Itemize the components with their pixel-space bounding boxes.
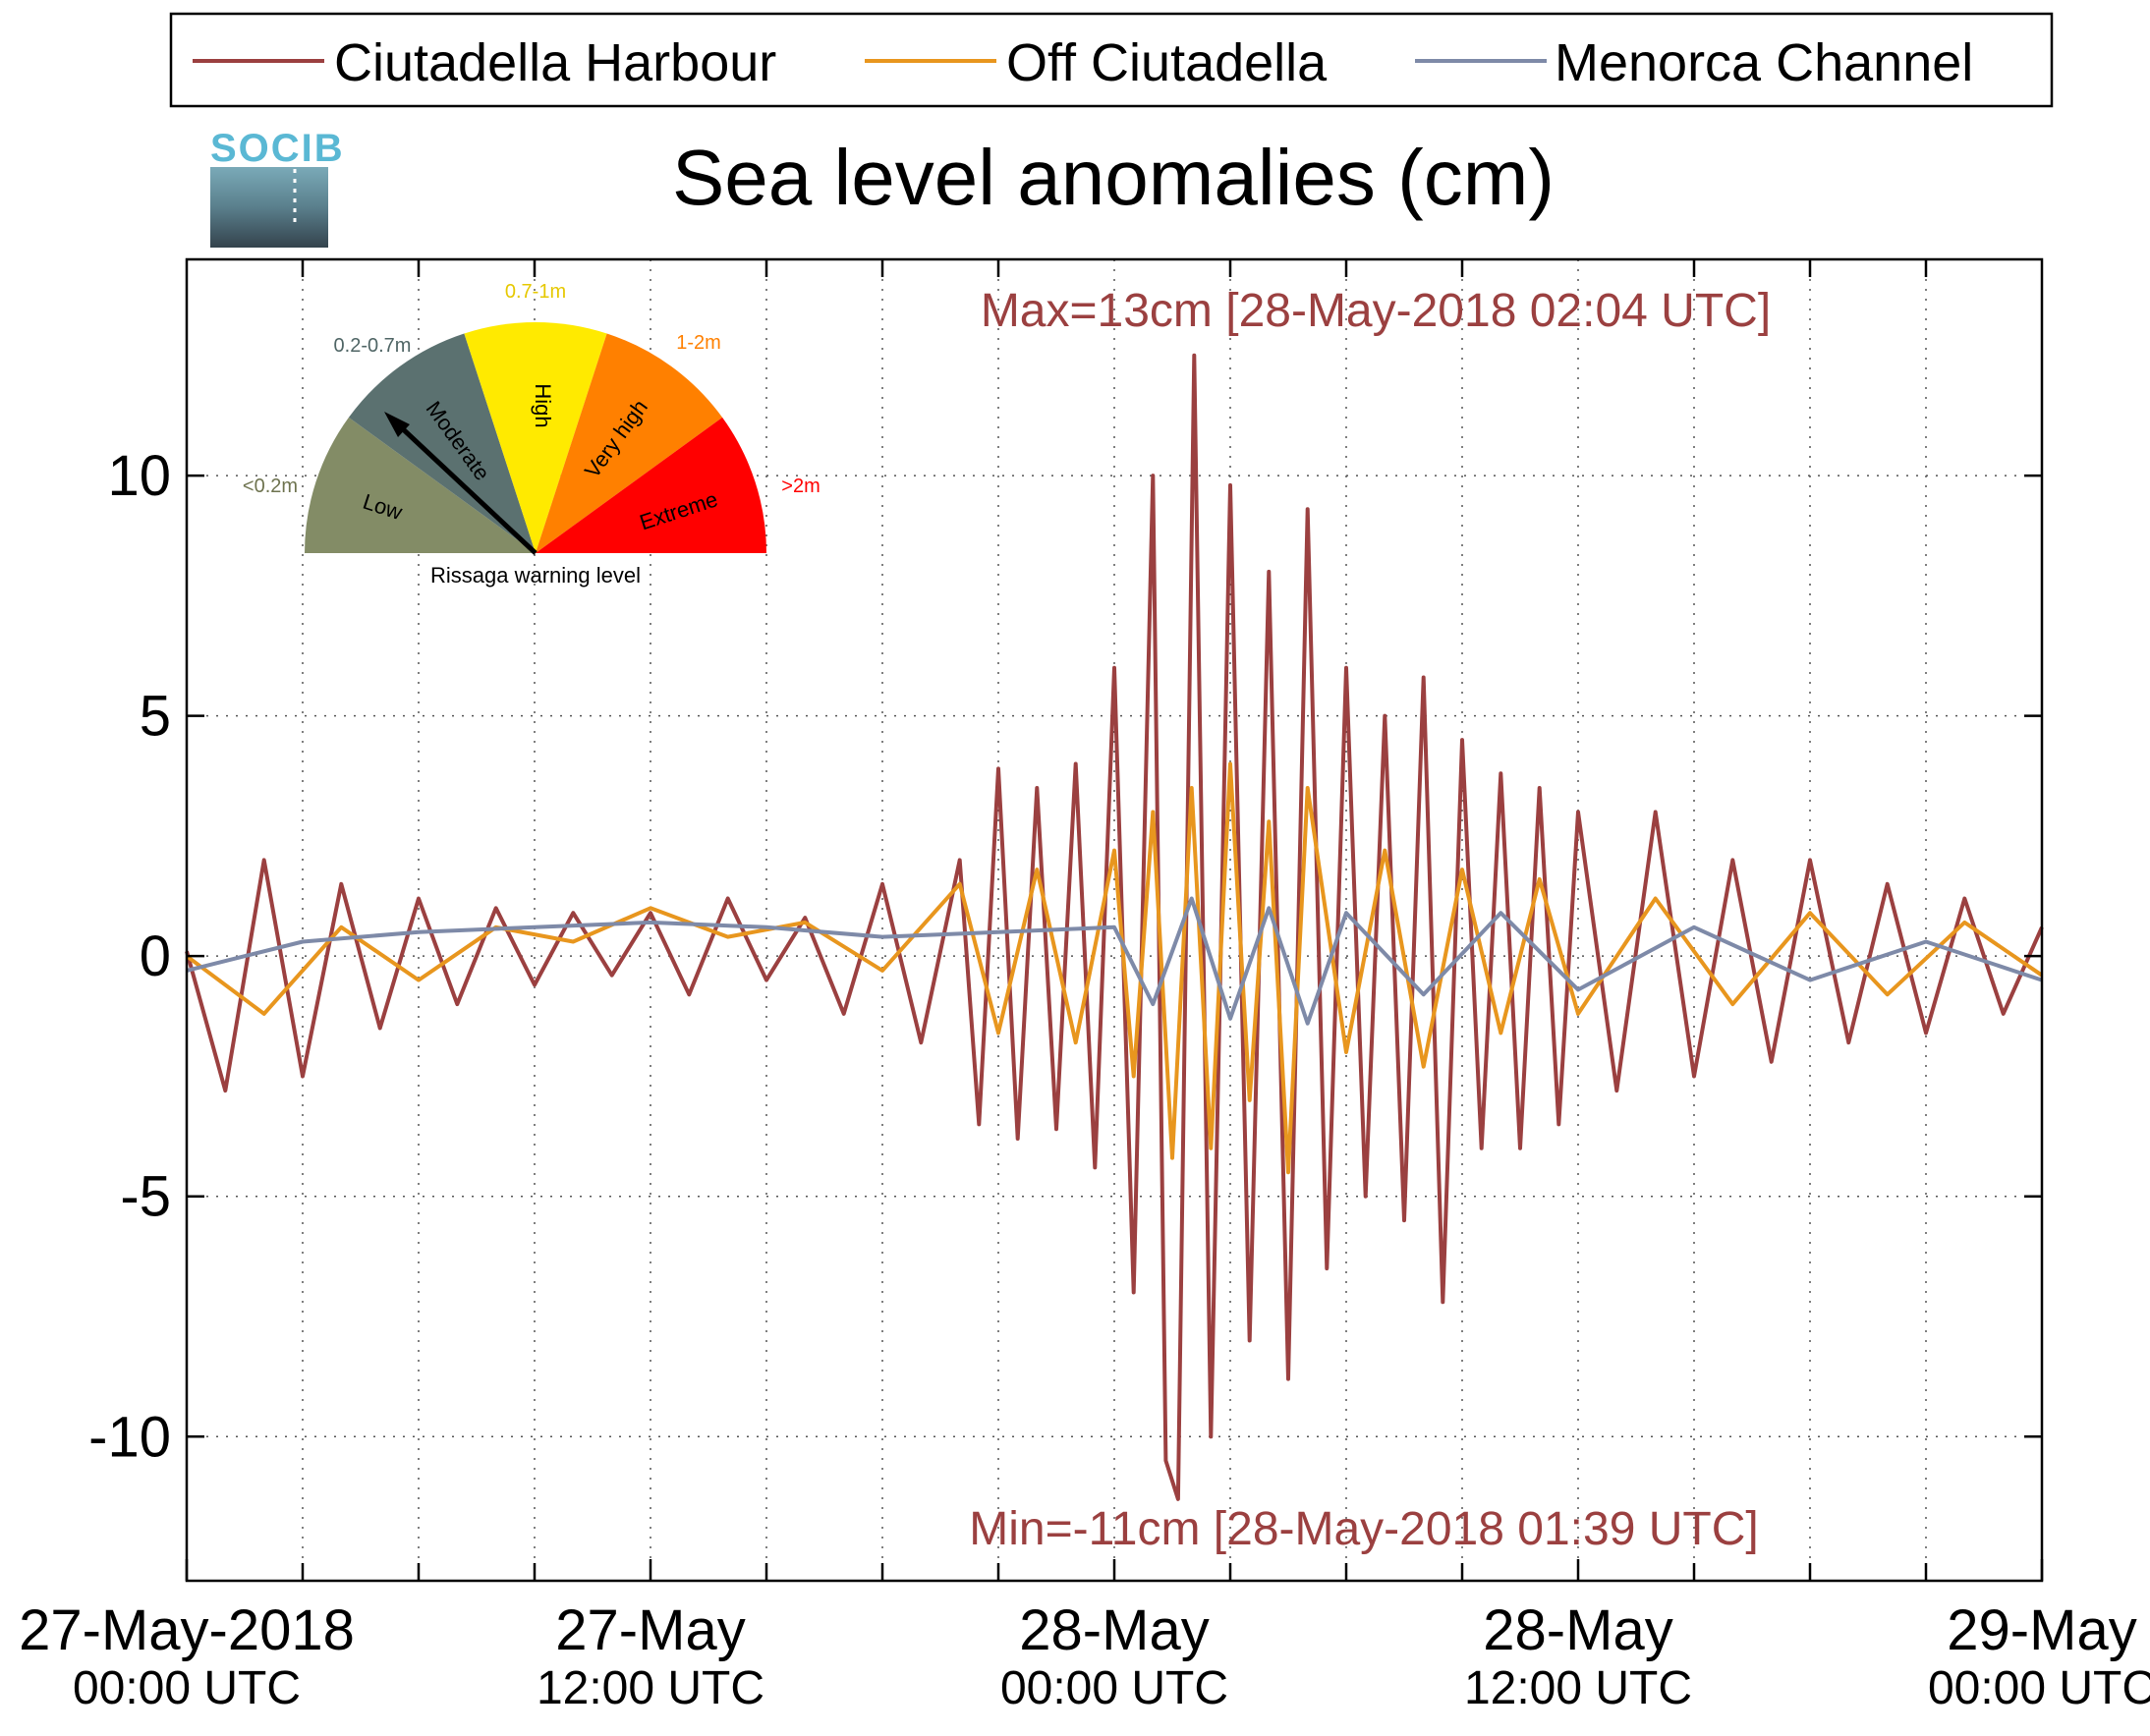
x-tick-label-date: 29-May bbox=[1947, 1598, 2136, 1662]
axis-ticks bbox=[185, 259, 2044, 1581]
legend: Ciutadella Harbour Off Ciutadella Menorc… bbox=[169, 12, 2054, 108]
gauge-label-high: High bbox=[531, 383, 555, 427]
y-tick-label: -5 bbox=[120, 1165, 171, 1229]
x-tick-label-time: 00:00 UTC bbox=[1000, 1662, 1228, 1714]
y-tick-label: -10 bbox=[88, 1405, 171, 1469]
y-tick-labels: -10 -5 0 5 10 bbox=[88, 444, 171, 1469]
x-tick-label-date: 28-May bbox=[1019, 1598, 1209, 1662]
socib-logo: SOCIB bbox=[210, 127, 345, 248]
x-tick-label-time: 00:00 UTC bbox=[73, 1662, 301, 1714]
legend-box bbox=[169, 12, 2054, 108]
gauge-sector-very-high bbox=[536, 333, 723, 553]
gauge-sector-low bbox=[305, 417, 536, 553]
x-tick-label-date: 27-May-2018 bbox=[19, 1598, 355, 1662]
x-tick-label-time: 12:00 UTC bbox=[1464, 1662, 1692, 1714]
gauge-pointer bbox=[397, 423, 538, 555]
x-tick-label-time: 00:00 UTC bbox=[1928, 1662, 2150, 1714]
plot-area bbox=[185, 257, 2044, 1583]
min-annotation: Min=-11cm [28-May-2018 01:39 UTC] bbox=[969, 1503, 1758, 1555]
gauge-sector-moderate bbox=[348, 333, 536, 553]
gauge-sector-high bbox=[464, 322, 607, 553]
gauge-caption: Rissaga warning level bbox=[430, 563, 641, 588]
series-lines bbox=[185, 353, 2044, 1501]
series-line-off-ciutadella bbox=[185, 761, 2044, 1175]
logo-text: SOCIB bbox=[210, 127, 345, 170]
legend-label-ciutadella-harbour: Ciutadella Harbour bbox=[334, 33, 776, 92]
gauge-sector-extreme bbox=[536, 417, 766, 553]
series-line-menorca-channel bbox=[186, 896, 2043, 1026]
legend-label-off-ciutadella: Off Ciutadella bbox=[1006, 33, 1328, 92]
x-tick-label-date: 28-May bbox=[1483, 1598, 1672, 1662]
x-tick-label-date: 27-May bbox=[555, 1598, 745, 1662]
gauge-range-extreme: >2m bbox=[781, 476, 820, 497]
gauge-range-very-high: 1-2m bbox=[676, 332, 721, 354]
gauge-range-high: 0.7-1m bbox=[505, 281, 566, 303]
rissaga-gauge: Low Moderate High Very high Extreme <0.2… bbox=[243, 281, 820, 588]
max-annotation: Max=13cm [28-May-2018 02:04 UTC] bbox=[981, 285, 1771, 337]
gauge-pointer-head bbox=[384, 412, 410, 437]
x-tick-label-time: 12:00 UTC bbox=[537, 1662, 764, 1714]
legend-label-menorca-channel: Menorca Channel bbox=[1555, 33, 1973, 92]
y-tick-label: 10 bbox=[107, 444, 171, 508]
grid-lines bbox=[187, 259, 2042, 1581]
gauge-range-moderate: 0.2-0.7m bbox=[334, 335, 412, 357]
gauge-range-low: <0.2m bbox=[243, 476, 298, 497]
chart-title: Sea level anomalies (cm) bbox=[672, 134, 1555, 221]
y-tick-label: 0 bbox=[140, 924, 171, 988]
y-tick-label: 5 bbox=[140, 685, 171, 749]
logo-mark bbox=[210, 167, 328, 248]
